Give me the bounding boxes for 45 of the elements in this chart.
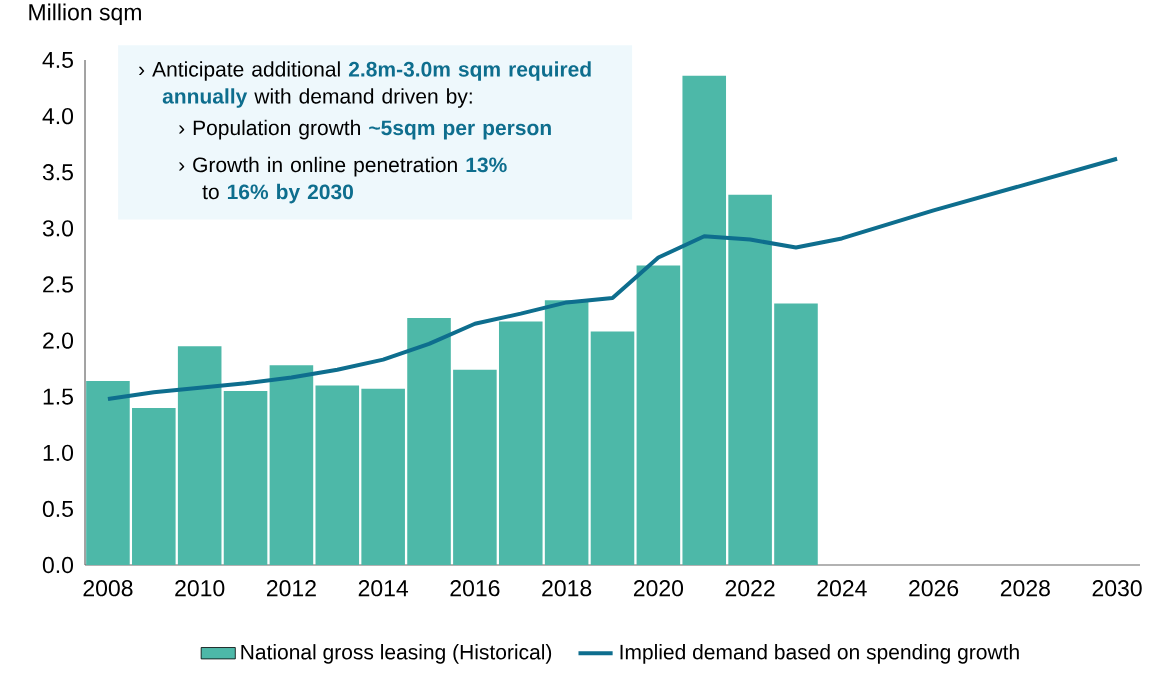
x-tick-label: 2028 — [1000, 580, 1050, 597]
y-axis-title: Million sqm — [29, 3, 141, 25]
bar — [590, 331, 635, 565]
y-tick-label: 0.5 — [42, 500, 73, 518]
y-tick-label: 2.5 — [43, 276, 73, 293]
x-tick-label: 2020 — [633, 580, 684, 597]
bar — [728, 194, 772, 565]
x-tick-label: 2026 — [909, 580, 959, 597]
bar — [223, 391, 268, 565]
x-tick-label: 2016 — [450, 580, 500, 597]
x-tick-label: 2010 — [175, 580, 225, 597]
bar — [636, 265, 681, 565]
y-tick-label: 1.5 — [43, 388, 73, 405]
text: › Growth in online penetration 13% to 16% by 2030 — [179, 156, 507, 204]
y-tick-label: 1.0 — [43, 444, 74, 461]
y-tick-label: 0.0 — [42, 556, 74, 574]
legend-label: National gross leasing (Historical) — [241, 644, 552, 664]
bar — [86, 380, 130, 565]
bar — [361, 388, 405, 565]
annotation: › Population growth ~5sqm per person — [179, 119, 551, 140]
y-tick-label: 4.5 — [42, 52, 73, 69]
bar — [315, 385, 360, 565]
bar — [682, 75, 727, 565]
y-tick-label: 3.5 — [42, 164, 73, 181]
legend-label: Implied demand based on spending growth — [620, 644, 1019, 664]
x-tick-label: 2018 — [542, 580, 592, 597]
y-tick-label: 2.0 — [43, 332, 74, 349]
x-tick-label: 2024 — [817, 580, 867, 597]
bar — [498, 321, 543, 565]
y-tick-label: 4.0 — [42, 107, 74, 125]
bar — [177, 346, 222, 565]
x-tick-label: 2022 — [725, 580, 775, 597]
bar — [132, 407, 176, 565]
bar — [774, 303, 818, 565]
x-tick-label: 2008 — [83, 580, 133, 597]
y-tick-label: 3.0 — [42, 220, 74, 237]
x-tick-label: 2012 — [266, 580, 316, 597]
bar — [407, 318, 451, 565]
line-series — [105, 156, 1120, 401]
text: › Anticipate additional 2.8m-3.0m sqm required annually with demand driven by: — [139, 61, 591, 108]
bar — [269, 365, 314, 565]
bar — [544, 300, 589, 565]
bar — [453, 369, 497, 565]
x-tick-label: 2014 — [358, 580, 409, 597]
x-tick-label: 2030 — [1092, 580, 1142, 597]
